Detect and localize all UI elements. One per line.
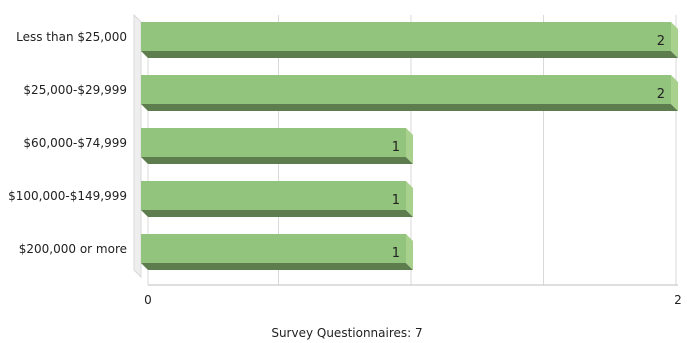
x-tick-label: 2 [674, 293, 682, 307]
bar [141, 128, 406, 157]
bar [141, 22, 671, 51]
bar [141, 75, 671, 104]
data-label: 1 [392, 193, 400, 208]
bar-bottom-face [141, 210, 413, 217]
x-tick-label: 0 [144, 293, 152, 307]
category-label: $60,000-$74,999 [23, 136, 127, 150]
bar-bottom-face [141, 157, 413, 164]
data-label: 2 [657, 87, 665, 102]
category-label: Less than $25,000 [16, 30, 127, 44]
chart-footer: Survey Questionnaires: 7 [271, 326, 423, 340]
bars [141, 22, 678, 270]
bar [141, 181, 406, 210]
bar-bottom-face [141, 263, 413, 270]
category-label: $100,000-$149,999 [8, 189, 127, 203]
bar-end-face [671, 75, 678, 111]
bar-bottom-face [141, 51, 678, 58]
bar-end-face [406, 234, 413, 270]
data-label: 1 [392, 246, 400, 261]
bar-end-face [406, 128, 413, 164]
category-label: $200,000 or more [19, 242, 127, 256]
bar-end-face [406, 181, 413, 217]
bar-bottom-face [141, 104, 678, 111]
category-label: $25,000-$29,999 [23, 83, 127, 97]
axis-wall [133, 13, 142, 279]
bar [141, 234, 406, 263]
data-label: 1 [392, 140, 400, 155]
bar-end-face [671, 22, 678, 58]
labels: 0 2 Less than $25,000 2 $25,000-$29,999 2 $60,… [8, 30, 682, 307]
data-label: 2 [657, 34, 665, 49]
